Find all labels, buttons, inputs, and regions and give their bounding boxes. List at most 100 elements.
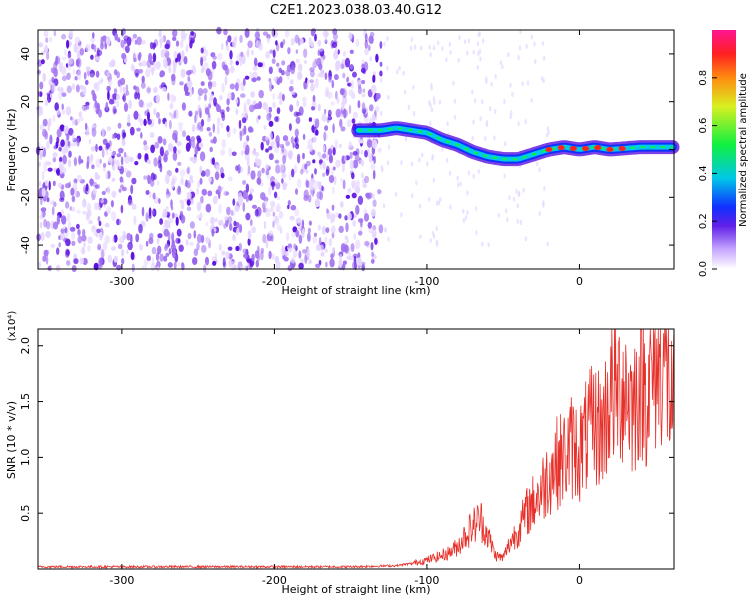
- noise-dot: [39, 124, 44, 130]
- noise-dot: [323, 131, 327, 142]
- noise-dot: [177, 161, 182, 166]
- noise-dot: [332, 123, 335, 134]
- noise-dot: [177, 262, 181, 267]
- noise-dot: [295, 230, 300, 238]
- noise-dot: [268, 146, 273, 151]
- noise-dot: [377, 189, 382, 195]
- noise-dot: [146, 255, 151, 262]
- noise-dot: [198, 142, 204, 148]
- tone-peak-mark: [557, 145, 565, 151]
- noise-dot: [46, 161, 52, 166]
- noise-dot: [501, 64, 504, 70]
- noise-dot: [108, 61, 115, 68]
- noise-dot: [284, 251, 289, 257]
- noise-dot: [524, 119, 527, 124]
- noise-dot: [386, 36, 389, 42]
- noise-dot: [239, 224, 243, 233]
- noise-dot: [214, 252, 218, 261]
- x-tick-label: 0: [576, 574, 583, 587]
- noise-dot: [432, 45, 436, 51]
- noise-dot: [193, 248, 199, 257]
- noise-dot: [215, 164, 220, 172]
- noise-dot: [288, 149, 293, 160]
- noise-dot: [246, 135, 250, 142]
- noise-dot: [55, 141, 59, 149]
- noise-dot: [467, 170, 471, 176]
- noise-dot: [307, 227, 311, 234]
- noise-dot: [313, 180, 320, 191]
- noise-dot: [194, 146, 198, 156]
- noise-dot: [411, 193, 414, 199]
- noise-dot: [180, 68, 186, 78]
- noise-dot: [267, 37, 270, 44]
- noise-dot: [51, 82, 56, 92]
- noise-dot: [274, 215, 278, 224]
- noise-dot: [369, 56, 372, 62]
- noise-dot: [268, 78, 272, 83]
- noise-dot: [332, 41, 338, 49]
- noise-dot: [61, 56, 67, 61]
- noise-dot: [309, 144, 313, 152]
- noise-dot: [220, 149, 226, 156]
- noise-dot: [373, 155, 376, 164]
- noise-dot: [187, 76, 191, 82]
- noise-dot: [111, 133, 115, 140]
- noise-dot: [136, 127, 141, 132]
- noise-dot: [75, 84, 80, 93]
- noise-dot: [280, 69, 285, 76]
- noise-dot: [65, 238, 71, 247]
- noise-dot: [352, 261, 357, 270]
- noise-dot: [446, 157, 449, 163]
- noise-dot: [73, 43, 78, 53]
- noise-dot: [290, 257, 296, 264]
- noise-dot: [172, 130, 179, 137]
- noise-dot: [145, 212, 149, 222]
- noise-dot: [146, 159, 152, 165]
- noise-dot: [172, 68, 176, 74]
- noise-dot: [66, 39, 70, 49]
- noise-dot: [141, 206, 145, 217]
- noise-dot: [40, 59, 45, 65]
- noise-dot: [93, 82, 98, 90]
- noise-dot: [223, 190, 226, 196]
- noise-dot: [364, 240, 370, 247]
- noise-dot: [71, 117, 75, 126]
- noise-dot: [295, 49, 299, 54]
- noise-dot: [95, 143, 98, 153]
- noise-dot: [240, 149, 244, 156]
- noise-dot: [441, 46, 444, 52]
- noise-dot: [86, 155, 90, 166]
- noise-dot: [239, 131, 243, 142]
- noise-dot: [413, 44, 417, 50]
- noise-dot: [290, 204, 297, 211]
- noise-dot: [221, 112, 226, 122]
- noise-dot: [189, 241, 194, 246]
- noise-dot: [517, 55, 520, 60]
- noise-dot: [152, 192, 156, 200]
- noise-dot: [367, 221, 372, 229]
- noise-dot: [67, 58, 73, 65]
- noise-dot: [410, 37, 414, 42]
- noise-dot: [490, 81, 493, 87]
- noise-dot: [272, 92, 276, 101]
- noise-dot: [149, 42, 154, 50]
- noise-dot: [349, 159, 354, 170]
- noise-dot: [234, 35, 238, 43]
- noise-dot: [116, 264, 122, 271]
- noise-dot: [242, 248, 248, 254]
- noise-dot: [379, 70, 383, 77]
- noise-dot: [340, 126, 346, 132]
- noise-dot: [459, 181, 462, 187]
- noise-dot: [499, 60, 503, 66]
- noise-dot: [132, 33, 138, 39]
- noise-dot: [361, 172, 364, 179]
- noise-dot: [246, 50, 250, 58]
- noise-dot: [72, 132, 75, 141]
- noise-dot: [202, 88, 208, 94]
- noise-dot: [341, 163, 345, 173]
- noise-dot: [167, 92, 170, 101]
- noise-dot: [358, 230, 363, 236]
- noise-dot: [124, 168, 128, 173]
- noise-dot: [315, 263, 321, 268]
- noise-dot: [302, 133, 306, 140]
